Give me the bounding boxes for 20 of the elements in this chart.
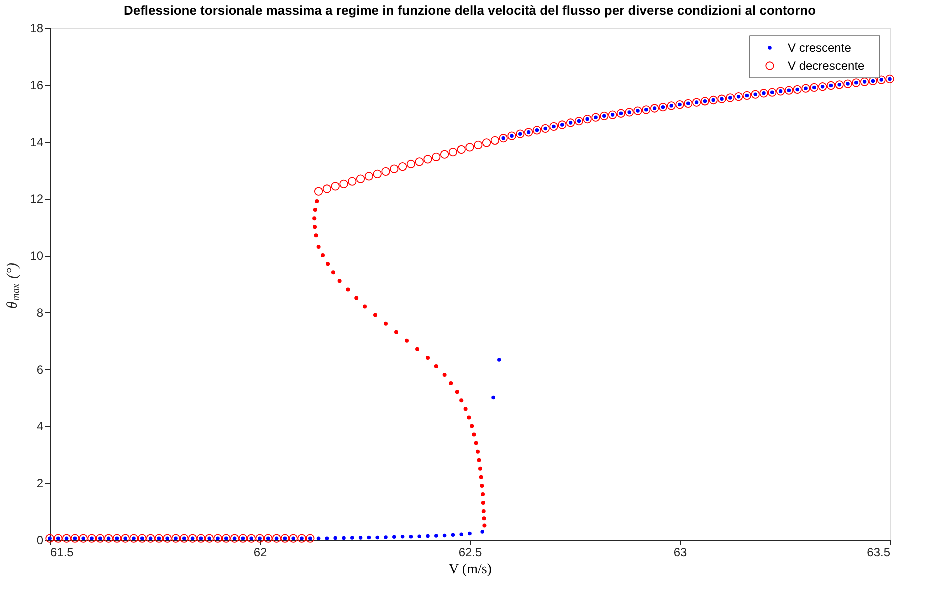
x-tick-label: 61.5 <box>50 546 74 560</box>
y-tick-label: 4 <box>36 420 44 434</box>
y-tick-label: 6 <box>36 362 44 377</box>
x-tick-label: 63.5 <box>867 546 891 560</box>
y-tick-label: 16 <box>30 78 44 92</box>
y-tick-label: 2 <box>36 476 44 491</box>
x-tick-label: 63 <box>674 546 688 560</box>
y-tick-label: 12 <box>30 192 44 206</box>
legend-label: V decrescente <box>788 59 866 73</box>
legend-label: V crescente <box>788 41 852 55</box>
x-tick-label: 62.5 <box>458 546 482 560</box>
x-axis-title: V (m/s) <box>449 562 492 578</box>
y-tick-label: 18 <box>30 22 44 36</box>
y-axis-title: θmax (°) <box>5 263 22 309</box>
chart-title: Deflessione torsionale massima a regime in funzione della velocità del flusso per diverse condizioni al contorno <box>124 3 816 18</box>
y-tick-label: 8 <box>36 306 44 320</box>
y-tick-label: 0 <box>36 534 44 548</box>
x-tick-label: 62 <box>254 546 268 560</box>
y-tick-label: 10 <box>30 249 44 264</box>
y-tick-label: 14 <box>30 135 44 150</box>
